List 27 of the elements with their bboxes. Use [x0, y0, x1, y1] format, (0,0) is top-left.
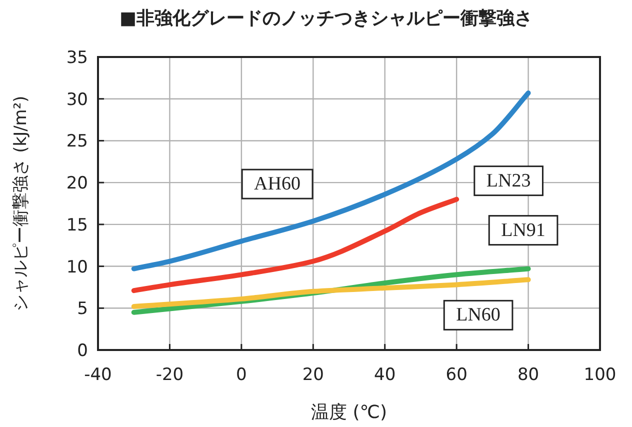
xtick: -40	[84, 365, 112, 385]
series-label: LN91	[488, 215, 558, 246]
ytick: 35	[66, 48, 88, 68]
xtick: 20	[302, 365, 324, 385]
xtick: 0	[236, 365, 247, 385]
ytick: 25	[66, 132, 88, 152]
xlabel: 温度 (℃)	[311, 402, 387, 423]
xtick: 60	[446, 365, 468, 385]
ytick: 30	[66, 90, 88, 110]
ytick: 15	[66, 215, 88, 236]
ytick: 10	[66, 257, 88, 278]
series-label: LN60	[456, 304, 500, 326]
series-label: LN23	[474, 166, 544, 196]
xtick: -20	[156, 365, 184, 385]
title: ■非強化グレードのノッチつきシャルピー衝撃強さ	[120, 8, 532, 29]
series-label: LN23	[486, 170, 531, 192]
ytick: 5	[77, 299, 88, 320]
series-label: AH60	[254, 174, 301, 195]
series-label: LN60	[443, 300, 514, 330]
ytick: 0	[77, 341, 88, 361]
ytick: 20	[66, 174, 88, 194]
xtick: 40	[374, 365, 396, 385]
series-label: AH60	[241, 168, 314, 200]
series-label: LN91	[501, 220, 546, 241]
xtick: 100	[584, 365, 616, 385]
xtick: 80	[517, 365, 540, 385]
ylabel: シャルピー衝撃強さ (kJ/m²)	[11, 96, 31, 312]
